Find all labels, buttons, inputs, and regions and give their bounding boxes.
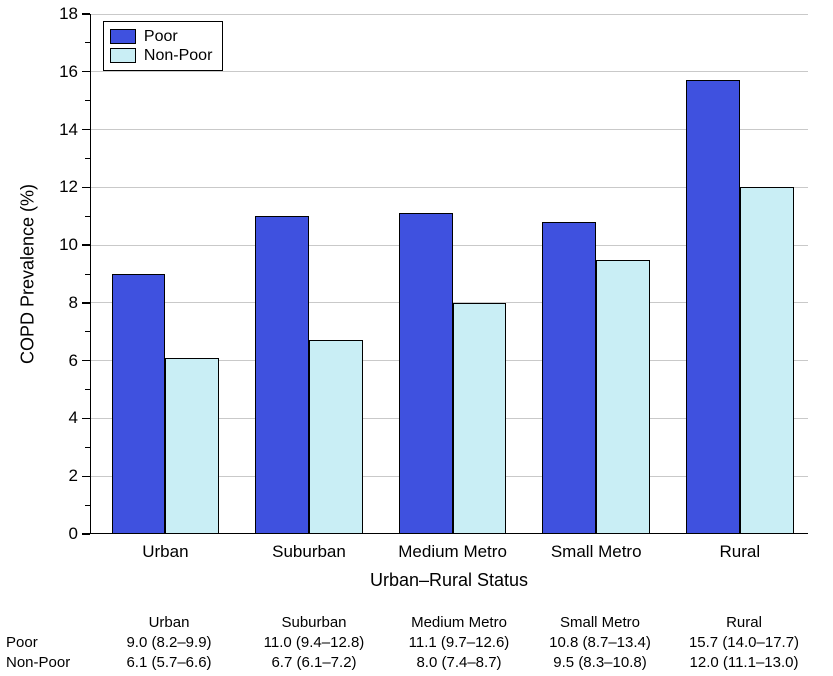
y-tick-label: 8 [69,293,78,313]
y-tick-label: 18 [59,4,78,24]
y-minor-tick [85,216,90,217]
table-row: Non-Poor 6.1 (5.7–6.6) 6.7 (6.1–7.2) 8.0 (7… [0,654,833,674]
table-cell: 6.1 (5.7–6.6) [126,654,211,671]
table-col-header: Urban [149,614,190,631]
y-major-tick [82,187,90,188]
table-cell: 11.0 (9.4–12.8) [264,634,365,651]
table-col-header: Rural [726,614,762,631]
table-row-label: Non-Poor [6,654,98,671]
y-minor-tick [85,158,90,159]
bar-poor [255,216,309,534]
table-cell: 11.1 (9.7–12.6) [409,634,510,651]
bar-non-poor [309,340,363,534]
x-tick-label: Urban [142,542,188,562]
table-cell: 9.5 (8.3–10.8) [553,654,646,671]
y-minor-tick [85,274,90,275]
bar-poor [542,222,596,534]
table-header-row: Urban Suburban Medium Metro Small Metro Rura… [0,614,833,634]
gridline [90,14,808,15]
y-tick-label: 12 [59,177,78,197]
y-major-tick [82,129,90,130]
legend-label: Poor [144,27,178,46]
bar-non-poor [740,187,794,534]
y-major-tick [82,13,90,14]
y-tick-label: 14 [59,120,78,140]
table-row-label: Poor [6,634,98,651]
bar-non-poor [453,303,507,534]
y-minor-tick [85,447,90,448]
table-col-header: Medium Metro [411,614,507,631]
bar-poor [399,213,453,534]
y-major-tick [82,418,90,419]
y-minor-tick [85,505,90,506]
y-tick-label: 16 [59,62,78,82]
table-cell: 15.7 (14.0–17.7) [689,634,799,651]
y-tick-label: 4 [69,408,78,428]
y-minor-tick [85,100,90,101]
y-tick-label: 0 [69,524,78,544]
legend-swatch [110,48,136,63]
table-cell: 9.0 (8.2–9.9) [126,634,211,651]
table-col-header: Suburban [281,614,346,631]
y-minor-tick [85,389,90,390]
y-major-tick [82,302,90,303]
y-major-tick [82,244,90,245]
legend: PoorNon-Poor [103,21,223,71]
table-cell: 12.0 (11.1–13.0) [690,654,799,671]
x-tick-label: Rural [719,542,760,562]
y-axis-title: COPD Prevalence (%) [18,184,39,364]
legend-item: Poor [110,27,212,46]
chart-container: 0 2 4 6 8 10 12 14 16 18 Urban Suburban Medium Metr… [0,0,833,676]
y-major-tick [82,533,90,534]
y-tick-label: 10 [59,235,78,255]
y-major-tick [82,71,90,72]
legend-item: Non-Poor [110,46,212,65]
bar-non-poor [596,260,650,534]
y-minor-tick [85,331,90,332]
table-cell: 6.7 (6.1–7.2) [271,654,356,671]
gridline [90,71,808,72]
table-col-header: Small Metro [560,614,640,631]
table-row: Poor 9.0 (8.2–9.9) 11.0 (9.4–12.8) 11.1 (9.… [0,634,833,654]
legend-label: Non-Poor [144,46,212,65]
bar-poor [112,274,166,534]
bar-poor [686,80,740,534]
x-tick-label: Suburban [272,542,346,562]
bar-non-poor [165,358,219,534]
y-major-tick [82,476,90,477]
data-table: Urban Suburban Medium Metro Small Metro Rura… [0,614,833,674]
table-cell: 8.0 (7.4–8.7) [416,654,501,671]
legend-swatch [110,29,136,44]
y-tick-label: 2 [69,466,78,486]
table-cell: 10.8 (8.7–13.4) [549,634,651,651]
x-tick-label: Medium Metro [398,542,507,562]
x-axis-title: Urban–Rural Status [370,570,528,591]
y-tick-label: 6 [69,351,78,371]
x-tick-label: Small Metro [551,542,642,562]
plot-area: 024681012141618 UrbanSuburbanMedium Metr… [90,14,808,534]
y-major-tick [82,360,90,361]
y-minor-tick [85,42,90,43]
